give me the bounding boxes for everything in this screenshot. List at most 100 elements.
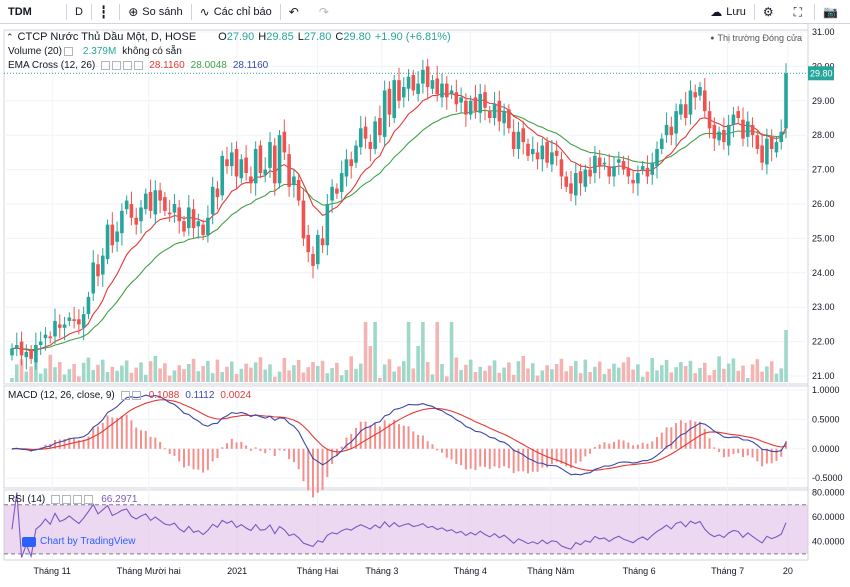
macd-histogram-bar (555, 448, 558, 462)
volume-bar (234, 374, 239, 382)
volume-bar (779, 368, 784, 382)
candle (717, 126, 721, 146)
volume-bar (378, 378, 382, 382)
macd-histogram-bar (331, 448, 334, 464)
collapse-icon[interactable]: ⌃ (6, 31, 14, 42)
candle-body (349, 159, 354, 167)
rsi-more-icon[interactable] (84, 495, 94, 504)
volume-bar (421, 322, 425, 382)
candle-body (378, 118, 382, 136)
settings-button[interactable]: ⚙ (755, 0, 786, 24)
macd-histogram-bar (646, 443, 649, 449)
volume-bar (191, 358, 196, 382)
chart-style-button[interactable]: ┇ (92, 0, 119, 24)
last-price-tag (808, 66, 834, 81)
candle (406, 69, 411, 102)
macd-histogram-bar (589, 448, 592, 454)
fullscreen-button[interactable]: ⛶ (786, 0, 814, 24)
macd-histogram-bar (584, 448, 587, 457)
candle (631, 169, 635, 194)
candle-body (158, 190, 162, 201)
macd-tick-label: -0.5000 (812, 473, 843, 483)
volume-bar (569, 366, 573, 382)
macd-histogram-bar (345, 437, 348, 449)
candle-body (225, 159, 229, 167)
ema-more-icon[interactable] (134, 61, 144, 70)
volume-bar (110, 366, 115, 382)
macd-more-icon[interactable] (131, 391, 141, 400)
candle-body (120, 210, 124, 234)
candle-body (616, 159, 621, 163)
compare-icon: ⊕ (128, 4, 139, 19)
candle-body (535, 152, 540, 160)
macd-histogram-bar (718, 448, 721, 452)
candle-body (593, 155, 597, 174)
volume-bar (487, 365, 492, 382)
volume-bar (387, 359, 392, 382)
symbol-search-button[interactable]: TDM (8, 5, 32, 18)
macd-histogram-bar (316, 448, 319, 493)
volume-bar (215, 359, 220, 382)
volume-bar (497, 372, 502, 382)
candle (712, 117, 717, 152)
volume-bar (277, 371, 282, 382)
market-status: ● Thị trường Đóng cửa (710, 33, 802, 43)
macd-histogram-bar (130, 420, 133, 449)
ema-visibility-icon[interactable] (101, 61, 111, 70)
volume-bar (196, 371, 201, 382)
chart-canvas[interactable]: 31.0030.0029.0028.0027.0026.0025.0024.00… (0, 24, 850, 587)
redo-button[interactable]: ↷ (311, 0, 341, 24)
compare-button[interactable]: ⊕ So sánh (120, 0, 190, 24)
candle (182, 216, 186, 237)
macd-histogram-bar (536, 448, 539, 472)
volume-bar (301, 372, 306, 382)
candle (29, 345, 33, 364)
candle (110, 212, 115, 253)
macd-histogram-bar (765, 448, 768, 464)
snapshot-button[interactable]: 📷 (815, 0, 850, 24)
rsi-settings-icon[interactable] (51, 495, 61, 504)
macd-histogram-bar (488, 448, 491, 469)
candle (755, 130, 760, 155)
volume-bar (636, 364, 640, 382)
candle (588, 157, 592, 185)
candle (683, 91, 688, 126)
ema-remove-icon[interactable] (123, 61, 133, 70)
ema-settings-icon[interactable] (112, 61, 122, 70)
rsi-remove-icon[interactable] (73, 495, 83, 504)
macd-histogram-bar (713, 447, 716, 449)
macd-histogram-bar (292, 448, 295, 463)
candle-body (53, 320, 57, 337)
candle-body (196, 221, 201, 227)
volume-bar (268, 364, 272, 382)
volume-legend: Volume (20) 2.379M không có sẵn (8, 46, 182, 57)
candle-body (573, 173, 578, 196)
macd-histogram-bar (154, 437, 157, 449)
volume-settings-icon[interactable] (63, 47, 73, 56)
candle (626, 155, 631, 185)
tradingview-watermark[interactable]: Chart by TradingView (22, 536, 135, 547)
candle (745, 111, 750, 147)
interval-button[interactable]: D (75, 5, 83, 18)
candle (554, 140, 559, 166)
undo-button[interactable]: ↶ (281, 0, 311, 24)
candle (612, 156, 616, 187)
volume-bar (229, 361, 234, 382)
candle (100, 248, 105, 287)
indicators-button[interactable]: ∿ Các chỉ báo (192, 0, 280, 24)
volume-bar (129, 372, 134, 382)
macd-tick-label: 1.0000 (812, 385, 840, 395)
macd-histogram-bar (450, 448, 453, 460)
rsi-visibility-icon[interactable] (62, 495, 72, 504)
candle-body (459, 97, 463, 103)
candle-body (244, 157, 248, 174)
volume-bar (86, 357, 91, 382)
save-button[interactable]: ☁ Lưu (702, 0, 754, 24)
volume-bar (186, 364, 191, 382)
candle (382, 80, 387, 147)
candle-body (650, 162, 655, 175)
volume-bar (698, 368, 702, 382)
macd-settings-icon[interactable] (120, 391, 130, 400)
candle-body (530, 148, 535, 155)
volume-bar (124, 360, 129, 382)
